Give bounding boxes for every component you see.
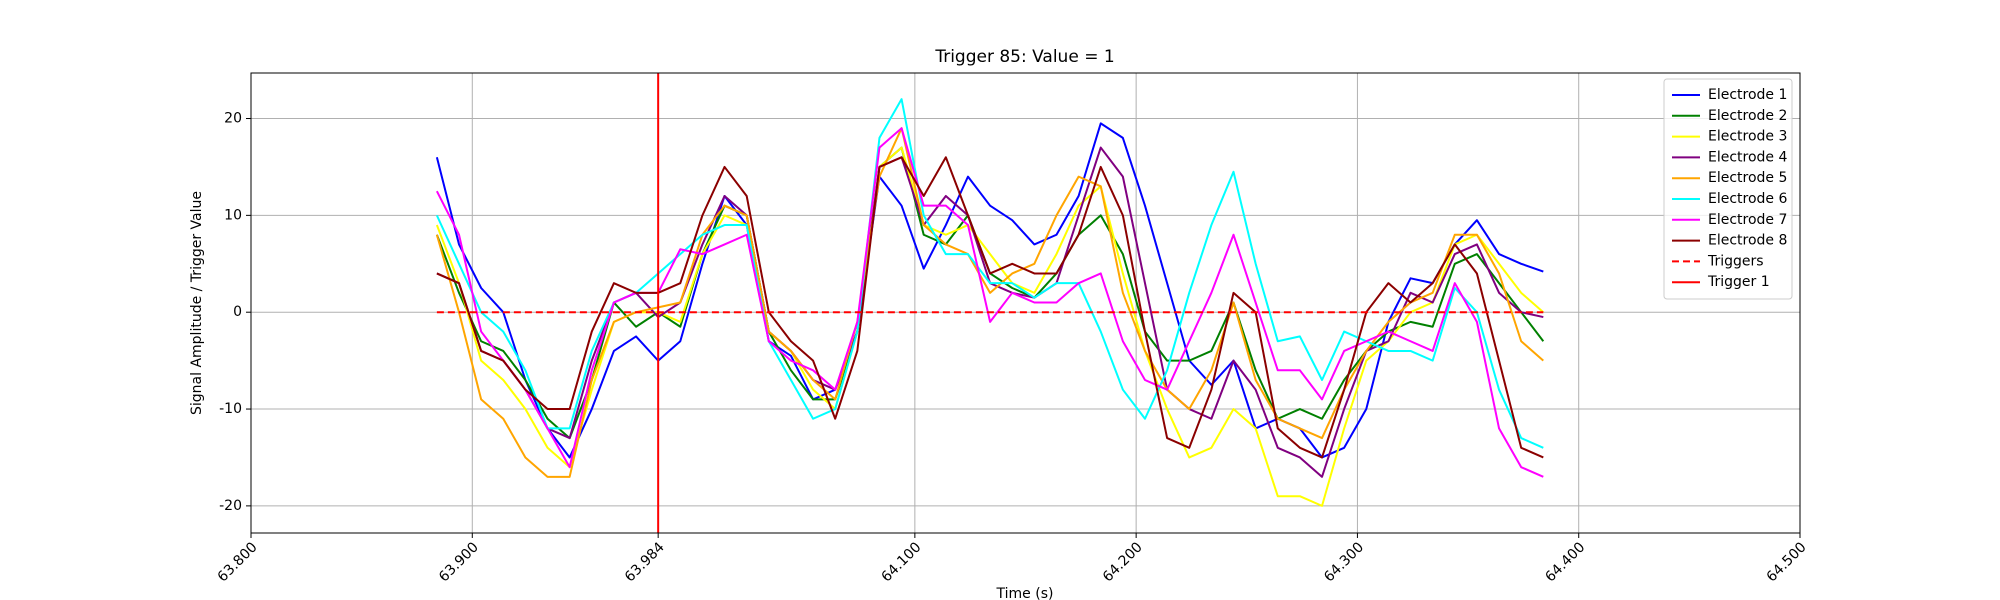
y-axis-label: Signal Amplitude / Trigger Value <box>189 191 205 415</box>
y-tick-label: 20 <box>224 111 242 127</box>
series-line <box>436 156 1544 459</box>
plot-frame <box>250 72 1801 534</box>
x-tick-label: 64.300 <box>1321 539 1367 585</box>
legend-label: Electrode 2 <box>1708 108 1787 124</box>
series-line <box>435 127 1544 478</box>
legend-label: Electrode 5 <box>1708 170 1787 186</box>
legend-label: Electrode 8 <box>1708 233 1787 249</box>
legend-label: Electrode 1 <box>1708 87 1787 103</box>
x-axis-label: Time (s) <box>996 586 1054 600</box>
legend-box <box>1663 78 1793 300</box>
x-tick-label: 64.500 <box>1764 539 1810 585</box>
y-tick-label: 10 <box>224 207 242 223</box>
legend-label: Electrode 4 <box>1708 149 1787 165</box>
y-tick-label: -10 <box>219 401 242 417</box>
legend: Electrode 1 Electrode 2 Electrode 3 Electro… <box>1663 78 1793 300</box>
x-tick-label: 64.100 <box>879 539 925 585</box>
x-tick-label: 63.900 <box>436 539 482 585</box>
x-tick-label: 64.400 <box>1542 539 1588 585</box>
y-tick-label: 0 <box>233 304 242 320</box>
legend-label: Electrode 6 <box>1708 191 1787 207</box>
x-tick-label: 64.200 <box>1100 539 1146 585</box>
x-tick-label: 63.800 <box>215 539 261 585</box>
chart-title: Trigger 85: Value = 1 <box>934 47 1114 67</box>
legend-label: Trigger 1 <box>1707 274 1770 290</box>
legend-label: Electrode 7 <box>1708 212 1787 228</box>
legend-label: Triggers <box>1707 253 1764 269</box>
series-line <box>435 122 1544 459</box>
legend-label: Electrode 3 <box>1708 129 1787 145</box>
x-tick-label: 63.984 <box>622 539 668 585</box>
y-tick-label: -20 <box>219 498 242 514</box>
series-line <box>435 127 1544 478</box>
